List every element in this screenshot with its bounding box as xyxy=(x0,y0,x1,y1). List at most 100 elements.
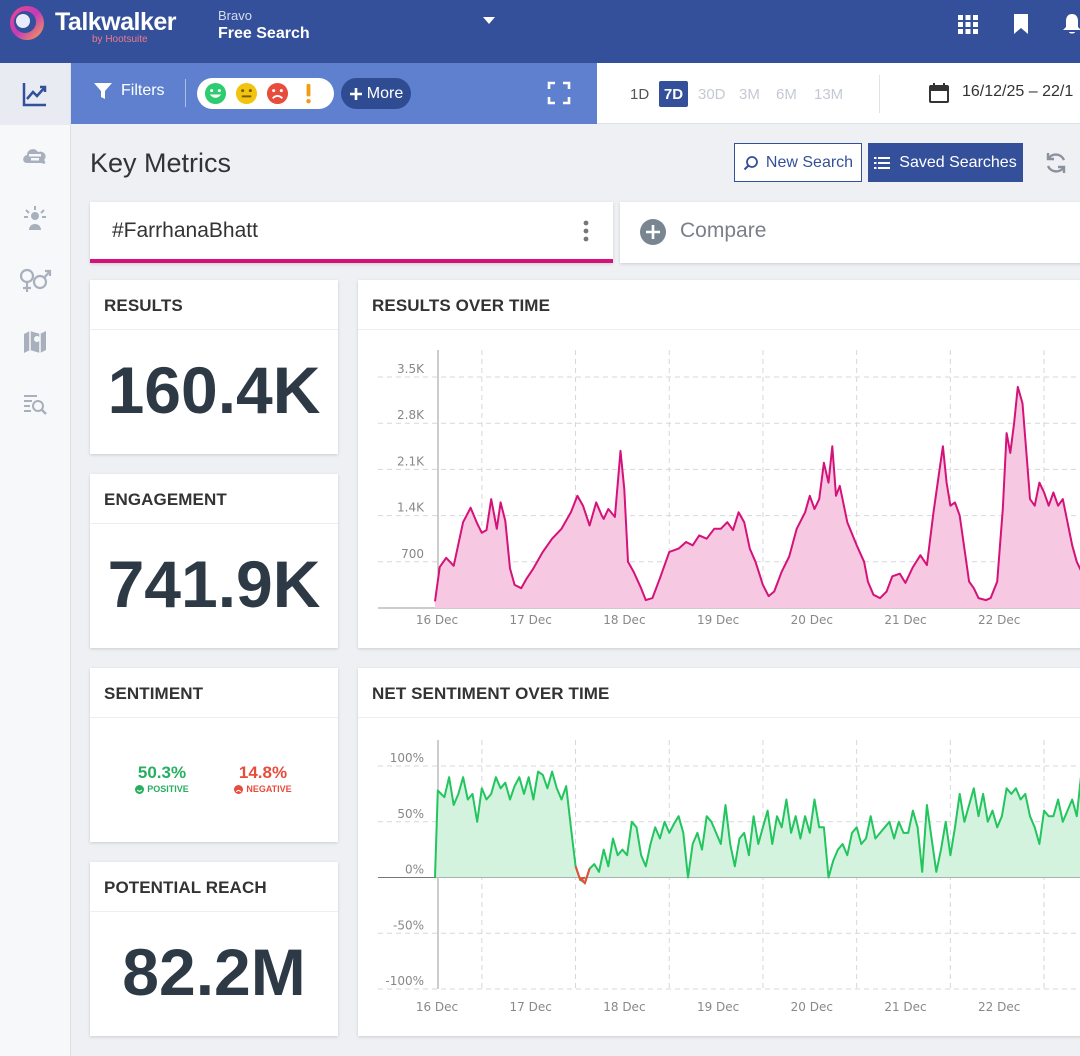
y-tick-label: 2.1K xyxy=(397,454,425,468)
series-line xyxy=(434,385,1080,602)
results-value: 160.4K xyxy=(107,353,321,427)
negative-face-icon[interactable] xyxy=(266,82,289,105)
date-range-text[interactable]: 16/12/25 – 22/1 xyxy=(962,83,1074,100)
sentiment-filter-pill[interactable] xyxy=(197,78,334,109)
sentiment-chart-card: NET SENTIMENT OVER TIME 100% 50% 0% -50% -10… xyxy=(358,668,1080,1036)
positive-face-icon[interactable] xyxy=(204,82,227,105)
brand-name: Talkwalker xyxy=(55,8,177,36)
net-sentiment-over-time-chart[interactable]: 100% 50% 0% -50% -100% 16 Dec 17 Dec 18 Dec 19 D… xyxy=(358,718,1080,1036)
date-bar: 1D 7D 30D 3M 6M 13M 16/12/25 – 22/1 xyxy=(597,63,1080,124)
card-divider xyxy=(358,329,1080,330)
talkwalker-logo-icon[interactable] xyxy=(8,4,46,42)
y-tick-label: -100% xyxy=(385,974,424,988)
range-7d[interactable]: 7D xyxy=(659,81,688,107)
y-tick-label: 0% xyxy=(405,863,424,877)
sentiment-title: SENTIMENT xyxy=(104,684,204,703)
filter-bar: Filters More xyxy=(71,63,597,124)
range-1d[interactable]: 1D xyxy=(630,85,650,103)
chevron-down-icon[interactable] xyxy=(482,16,496,26)
negative-segment xyxy=(574,865,591,886)
neutral-face-icon[interactable] xyxy=(235,82,258,105)
filters-label: Filters xyxy=(121,82,165,99)
rail-item-results-list[interactable] xyxy=(0,373,70,435)
date-separator xyxy=(879,75,880,113)
calendar-icon[interactable] xyxy=(928,82,950,104)
card-divider xyxy=(90,523,338,524)
brand-sub: by Hootsuite xyxy=(92,34,148,45)
range-30d: 30D xyxy=(698,85,726,103)
list-search-icon xyxy=(24,395,47,415)
range-6m: 6M xyxy=(776,85,797,103)
map-icon xyxy=(24,331,46,353)
new-search-button[interactable]: New Search xyxy=(734,143,862,182)
negative-label: NEGATIVE xyxy=(218,784,308,794)
bell-icon[interactable] xyxy=(1060,12,1080,36)
range-3m: 3M xyxy=(739,85,760,103)
negative-value: 14.8% xyxy=(238,763,288,782)
page-title: Key Metrics xyxy=(90,148,232,178)
more-filters-button[interactable]: More xyxy=(341,78,411,109)
x-tick-label: 18 Dec xyxy=(603,1000,645,1014)
kebab-menu-icon[interactable] xyxy=(582,219,590,243)
query-label: #FarrhanaBhatt xyxy=(112,219,258,242)
more-label: More xyxy=(366,84,404,102)
engagement-title: ENGAGEMENT xyxy=(104,490,227,509)
range-13m: 13M xyxy=(814,85,844,103)
y-tick-label: 700 xyxy=(401,547,424,561)
sentiment-card: SENTIMENT 50.3% POSITIVE 14.8% NEGATIVE xyxy=(90,668,338,842)
project-title[interactable]: Free Search xyxy=(218,25,310,42)
positive-face-icon xyxy=(135,784,145,794)
plus-icon xyxy=(349,87,362,100)
y-tick-label: 3.5K xyxy=(397,362,425,376)
y-tick-label: 1.4K xyxy=(397,501,425,515)
rail-item-demographics[interactable] xyxy=(0,249,70,311)
reach-card: POTENTIAL REACH 82.2M xyxy=(90,862,338,1036)
rail-item-influencers[interactable] xyxy=(0,187,70,249)
refresh-icon[interactable] xyxy=(1043,150,1069,176)
negative-face-icon xyxy=(234,784,244,794)
list-icon xyxy=(874,156,891,169)
engagement-value: 741.9K xyxy=(107,547,321,621)
rail-item-geography[interactable] xyxy=(0,311,70,373)
rail-item-analytics[interactable] xyxy=(0,63,70,125)
card-divider xyxy=(90,911,338,912)
query-tab[interactable]: #FarrhanaBhatt xyxy=(90,202,613,263)
results-chart-title: RESULTS OVER TIME xyxy=(372,296,551,315)
series-line xyxy=(434,770,1080,885)
compare-tab[interactable]: Compare xyxy=(620,202,1080,263)
new-search-label: New Search xyxy=(765,153,854,171)
x-tick-label: 17 Dec xyxy=(510,613,552,627)
y-tick-label: 100% xyxy=(390,751,424,765)
x-tick-label: 16 Dec xyxy=(416,1000,458,1014)
compare-label: Compare xyxy=(680,219,767,242)
x-tick-label: 16 Dec xyxy=(416,613,458,627)
saved-searches-button[interactable]: Saved Searches xyxy=(868,143,1023,182)
positive-label-text: POSITIVE xyxy=(147,784,189,794)
exclamation-icon[interactable] xyxy=(297,82,320,105)
positive-label: POSITIVE xyxy=(117,784,207,794)
cloud-icon xyxy=(23,149,46,164)
x-tick-label: 20 Dec xyxy=(791,1000,833,1014)
x-tick-label: 21 Dec xyxy=(884,1000,926,1014)
apps-grid-icon[interactable] xyxy=(956,12,980,36)
bookmark-icon[interactable] xyxy=(1009,12,1033,36)
add-circle-icon xyxy=(640,219,666,245)
search-icon xyxy=(743,155,758,170)
results-chart-card: RESULTS OVER TIME 3.5K 2.8K 2.1K 1.4K 700 16 … xyxy=(358,280,1080,648)
x-tick-label: 21 Dec xyxy=(884,613,926,627)
filters-button[interactable]: Filters xyxy=(93,81,165,101)
series-area xyxy=(435,771,1080,884)
x-tick-label: 19 Dec xyxy=(697,1000,739,1014)
card-divider xyxy=(90,329,338,330)
rail-item-topics[interactable] xyxy=(0,125,70,187)
x-tick-label: 18 Dec xyxy=(603,613,645,627)
results-over-time-chart[interactable]: 3.5K 2.8K 2.1K 1.4K 700 16 Dec 17 Dec 18 Dec 19 … xyxy=(358,330,1080,648)
y-tick-label: -50% xyxy=(393,918,424,932)
fullscreen-icon[interactable] xyxy=(547,81,571,105)
results-card: RESULTS 160.4K xyxy=(90,280,338,454)
card-divider xyxy=(358,717,1080,718)
filter-separator xyxy=(185,79,186,107)
positive-value: 50.3% xyxy=(137,763,187,782)
y-tick-label: 50% xyxy=(397,807,424,821)
funnel-icon xyxy=(94,83,112,99)
